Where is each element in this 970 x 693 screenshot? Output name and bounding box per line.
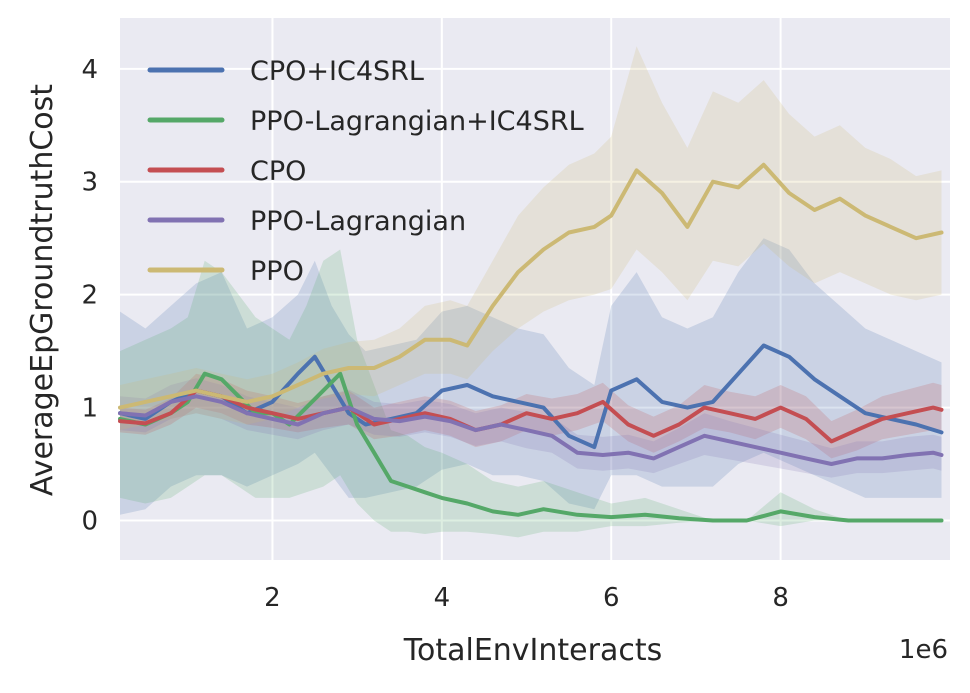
legend-label-cpo: CPO (250, 156, 306, 187)
y-tick-3: 3 (81, 168, 98, 198)
x-axis-label: TotalEnvInteracts (403, 633, 662, 668)
band-ppo (120, 46, 942, 431)
y-tick-1: 1 (81, 394, 98, 424)
x-tick-labels: 2 4 6 8 (264, 583, 789, 613)
line-cpo (118, 388, 944, 444)
band-cpo-ic4srl (120, 238, 942, 515)
y-tick-0: 0 (81, 506, 98, 536)
line-cpo-ic4srl (118, 343, 944, 450)
y-axis-label: AverageEpGroundtruthCost (25, 84, 60, 496)
line-ppo-lagrangian-ic4srl (118, 371, 944, 523)
plot-area (120, 18, 950, 560)
y-tick-4: 4 (81, 55, 98, 85)
band-ppo-lagrangian-ic4srl (120, 249, 942, 538)
plot-content (118, 46, 944, 538)
x-tick-6: 6 (603, 583, 620, 613)
x-tick-2: 2 (264, 583, 281, 613)
y-tick-2: 2 (81, 281, 98, 311)
legend-label-ppo-lagrangian-ic4srl: PPO-Lagrangian+IC4SRL (250, 106, 584, 137)
legend-label-ppo: PPO (250, 256, 304, 287)
legend-label-ppo-lagrangian: PPO-Lagrangian (250, 206, 466, 237)
x-tick-8: 8 (772, 583, 789, 613)
legend: CPO+IC4SRL PPO-Lagrangian+IC4SRL CPO PPO-La… (147, 56, 584, 287)
line-ppo (118, 162, 944, 410)
legend-label-cpo-ic4srl: CPO+IC4SRL (250, 56, 424, 87)
x-tick-4: 4 (434, 583, 451, 613)
y-tick-labels: 0 1 2 3 4 (81, 55, 98, 537)
band-ppo-lagrangian (120, 378, 942, 478)
x-scale-label: 1e6 (899, 635, 948, 665)
line-ppo-lagrangian (118, 394, 944, 466)
